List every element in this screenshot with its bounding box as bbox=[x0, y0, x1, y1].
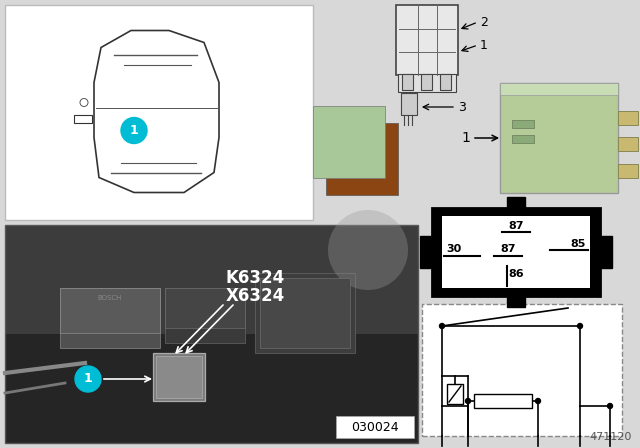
Circle shape bbox=[121, 117, 147, 143]
Bar bbox=[420, 236, 433, 268]
Bar bbox=[512, 120, 534, 128]
Bar bbox=[507, 294, 525, 307]
Bar bbox=[422, 304, 622, 436]
Text: 87: 87 bbox=[508, 221, 524, 231]
Bar bbox=[432, 208, 600, 296]
Text: 87: 87 bbox=[500, 244, 516, 254]
Text: 30: 30 bbox=[446, 244, 461, 254]
Bar bbox=[421, 74, 432, 90]
Bar bbox=[599, 236, 612, 268]
Circle shape bbox=[577, 323, 582, 328]
Bar bbox=[313, 106, 385, 178]
Bar bbox=[74, 115, 92, 122]
Text: 471120: 471120 bbox=[589, 432, 632, 442]
Bar bbox=[326, 123, 398, 195]
Circle shape bbox=[80, 99, 88, 107]
Bar bbox=[5, 225, 418, 443]
Bar bbox=[512, 135, 534, 143]
Bar bbox=[156, 356, 202, 398]
Polygon shape bbox=[94, 30, 219, 193]
Bar bbox=[60, 288, 160, 333]
Text: 85: 85 bbox=[570, 239, 586, 249]
Text: 030024: 030024 bbox=[351, 421, 399, 434]
Bar bbox=[500, 83, 618, 193]
Text: 1: 1 bbox=[130, 124, 138, 137]
Text: 1: 1 bbox=[84, 372, 92, 385]
Bar bbox=[474, 394, 532, 408]
Circle shape bbox=[607, 404, 612, 409]
Text: 2: 2 bbox=[480, 16, 488, 29]
Bar bbox=[153, 353, 205, 401]
Bar bbox=[618, 137, 638, 151]
Bar bbox=[260, 278, 350, 348]
Bar bbox=[618, 164, 638, 178]
Bar bbox=[500, 83, 618, 95]
Bar bbox=[440, 74, 451, 90]
Text: 1: 1 bbox=[461, 131, 470, 145]
Bar bbox=[60, 288, 160, 348]
Text: X6324: X6324 bbox=[225, 287, 285, 305]
Bar bbox=[398, 74, 456, 92]
Circle shape bbox=[536, 399, 541, 404]
Bar bbox=[442, 216, 590, 288]
Bar bbox=[165, 288, 245, 328]
Circle shape bbox=[328, 210, 408, 290]
Text: BOSCH: BOSCH bbox=[98, 295, 122, 301]
Circle shape bbox=[75, 366, 101, 392]
Bar bbox=[165, 288, 245, 343]
Text: 86: 86 bbox=[508, 269, 524, 279]
Text: 1: 1 bbox=[480, 39, 488, 52]
Text: 3: 3 bbox=[458, 100, 466, 113]
Bar bbox=[396, 5, 458, 75]
Text: K6324: K6324 bbox=[225, 269, 285, 287]
Bar bbox=[336, 416, 414, 438]
Circle shape bbox=[465, 399, 470, 404]
Bar bbox=[402, 74, 413, 90]
Bar bbox=[401, 93, 417, 115]
Bar bbox=[5, 225, 418, 334]
Bar bbox=[447, 384, 463, 404]
Bar bbox=[5, 5, 313, 220]
Bar bbox=[507, 197, 525, 210]
Bar bbox=[255, 273, 355, 353]
Bar bbox=[618, 111, 638, 125]
Circle shape bbox=[440, 323, 445, 328]
